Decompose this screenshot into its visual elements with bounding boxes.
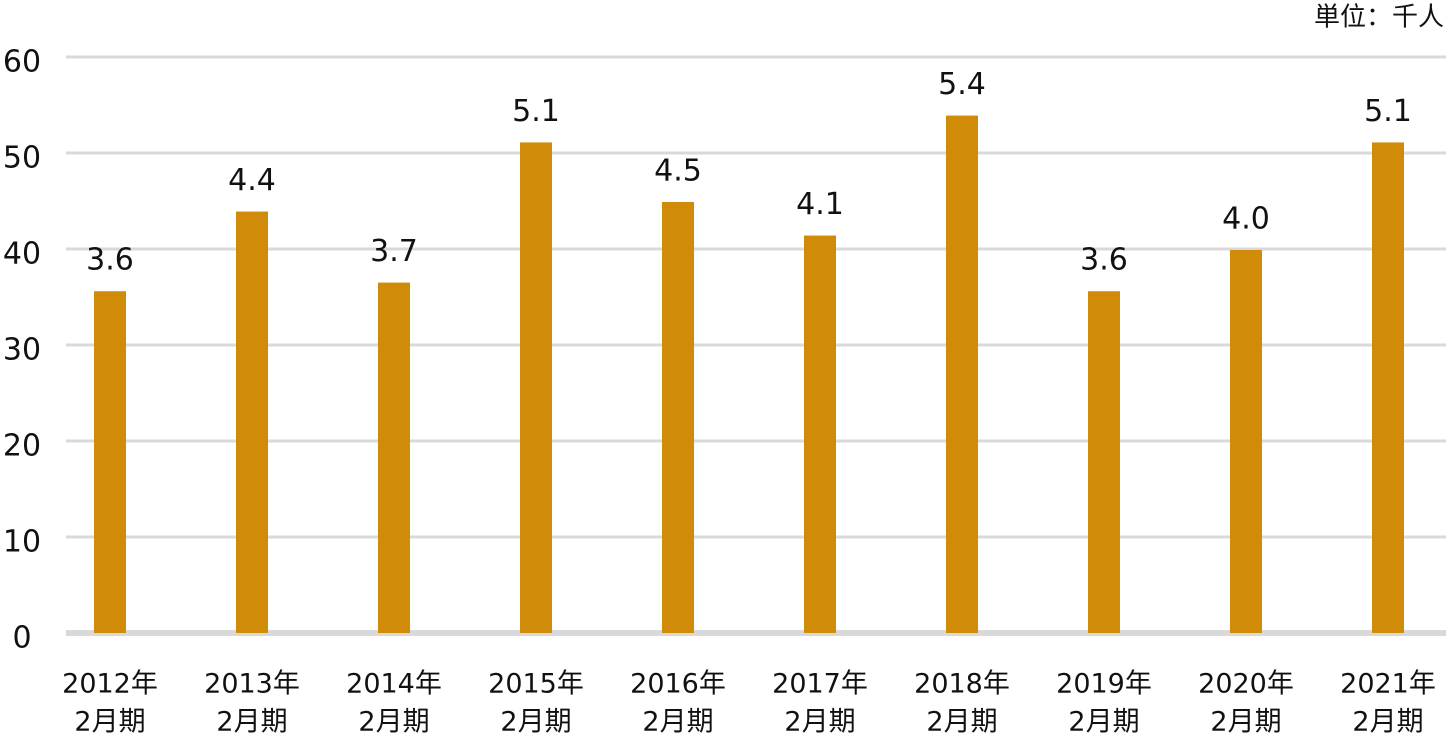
bar	[1372, 142, 1404, 633]
bar	[94, 291, 126, 633]
x-tick-label: 2月期	[926, 707, 997, 738]
x-tick-label: 2016年	[630, 669, 726, 700]
y-tick-label: 60	[3, 45, 41, 80]
x-tick-label: 2012年	[62, 669, 158, 700]
unit-label: 単位：千人	[1314, 3, 1444, 33]
x-tick-label: 2月期	[784, 707, 855, 738]
value-label: 3.6	[1080, 243, 1128, 278]
y-tick-label: 0	[12, 621, 31, 656]
value-label: 5.1	[1364, 94, 1412, 129]
x-tick-label: 2月期	[642, 707, 713, 738]
y-tick-label: 50	[3, 141, 41, 176]
x-tick-label: 2018年	[914, 669, 1010, 700]
y-tick-label: 30	[3, 333, 41, 368]
y-tick-label: 40	[3, 237, 41, 272]
x-tick-label: 2月期	[74, 707, 145, 738]
x-tick-label: 2019年	[1056, 669, 1152, 700]
y-tick-label: 20	[3, 429, 41, 464]
x-tick-label: 2月期	[216, 707, 287, 738]
x-tick-label: 2017年	[772, 669, 868, 700]
bar	[378, 282, 410, 633]
x-tick-label: 2014年	[346, 669, 442, 700]
value-label: 5.4	[938, 67, 986, 102]
x-tick-label: 2015年	[488, 669, 584, 700]
x-tick-label: 2月期	[1068, 707, 1139, 738]
x-tick-label: 2月期	[500, 707, 571, 738]
value-label: 4.1	[796, 187, 844, 222]
bar	[520, 142, 552, 633]
value-label: 3.6	[86, 243, 134, 278]
bar	[662, 201, 694, 633]
value-label: 5.1	[512, 94, 560, 129]
value-label: 4.5	[654, 153, 702, 188]
x-tick-label: 2月期	[358, 707, 429, 738]
bar	[946, 115, 978, 633]
value-label: 3.7	[370, 234, 418, 269]
bar	[236, 211, 268, 633]
x-tick-label: 2月期	[1210, 707, 1281, 738]
value-label: 4.0	[1222, 201, 1270, 236]
x-tick-label: 2月期	[1352, 707, 1423, 738]
x-tick-label: 2021年	[1340, 669, 1436, 700]
x-tick-label: 2013年	[204, 669, 300, 700]
bar	[804, 235, 836, 633]
x-tick-label: 2020年	[1198, 669, 1294, 700]
bar	[1088, 291, 1120, 633]
bar	[1230, 249, 1262, 633]
y-tick-label: 10	[3, 525, 41, 560]
value-label: 4.4	[228, 163, 276, 198]
